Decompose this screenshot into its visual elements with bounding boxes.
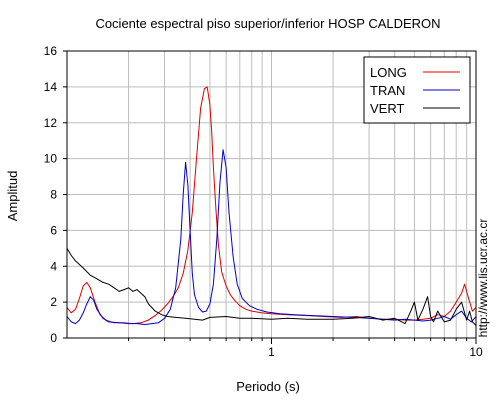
y-tick-label: 12	[44, 116, 58, 130]
y-tick-label: 16	[44, 44, 58, 58]
legend-label-tran: TRAN	[370, 83, 405, 98]
series-layer	[67, 86, 476, 326]
y-tick-label: 14	[44, 80, 58, 94]
chart-title: Cociente espectral piso superior/inferio…	[95, 16, 440, 31]
x-tick-label: 1	[268, 345, 275, 359]
y-tick-label: 10	[44, 152, 58, 166]
legend: LONG TRAN VERT	[363, 56, 471, 124]
y-tick-label: 2	[50, 295, 57, 309]
y-tick-label: 4	[50, 259, 57, 273]
legend-label-long: LONG	[370, 65, 407, 80]
legend-label-vert: VERT	[370, 101, 404, 116]
y-tick-label: 8	[50, 188, 57, 202]
x-tick-label: 10	[469, 345, 483, 359]
website-url: http://www.lis.ucr.ac.cr	[476, 219, 490, 338]
y-axis-label: Amplitud	[5, 171, 20, 222]
y-tick-label: 6	[50, 223, 57, 237]
x-axis-label: Periodo (s)	[236, 379, 300, 394]
series-line-tran	[67, 149, 476, 325]
axis-ticks: 0 2 4 6 8 10 12 14 16 1 10	[44, 44, 483, 359]
y-tick-label: 0	[50, 331, 57, 345]
series-line-vert	[67, 248, 476, 326]
